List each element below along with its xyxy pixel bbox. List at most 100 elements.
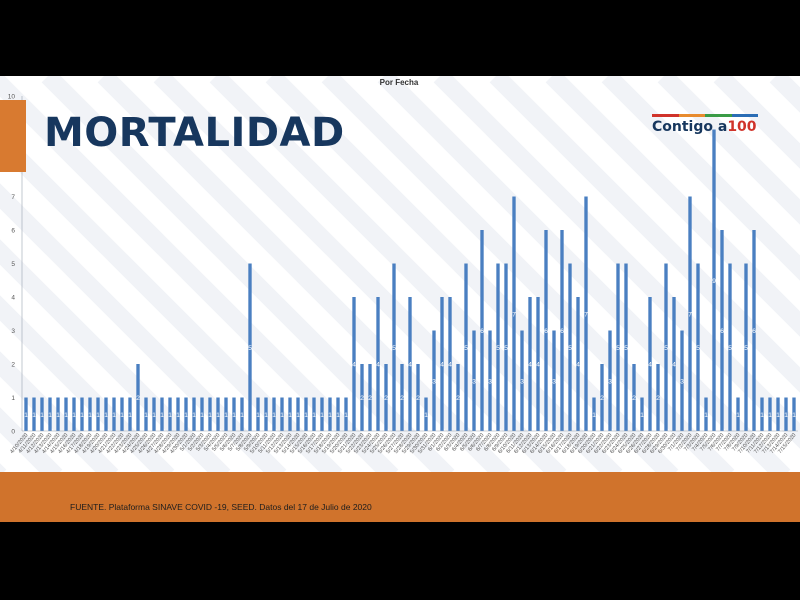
bar [784, 397, 788, 431]
bar [168, 397, 172, 431]
bar [80, 397, 84, 431]
data-label: 1 [256, 412, 260, 419]
bar [696, 263, 700, 431]
bar [64, 397, 68, 431]
bar [152, 397, 156, 431]
data-label: 4 [352, 362, 356, 369]
bar [688, 196, 692, 431]
data-label: 4 [408, 362, 412, 369]
data-label: 7 [512, 311, 516, 318]
bar [216, 397, 220, 431]
bar [648, 297, 652, 431]
bar [120, 397, 124, 431]
data-label: 5 [696, 345, 700, 352]
background-stripe [0, 239, 231, 476]
bar [608, 330, 612, 431]
data-label: 3 [520, 378, 524, 385]
bar [360, 364, 364, 431]
bar [192, 397, 196, 431]
bar [56, 397, 60, 431]
data-label: 5 [664, 345, 668, 352]
background-stripe [209, 76, 623, 476]
data-label: 2 [400, 395, 404, 402]
x-axis: 4/10/20204/11/20204/12/20204/13/20204/14… [9, 430, 798, 455]
bar [456, 364, 460, 431]
bar [672, 297, 676, 431]
bar [280, 397, 284, 431]
bar [528, 297, 532, 431]
background-stripe [265, 76, 679, 476]
bar [520, 330, 524, 431]
bar [136, 364, 140, 431]
data-label: 1 [592, 412, 596, 419]
bar [88, 397, 92, 431]
bar [208, 397, 212, 431]
bar [224, 397, 228, 431]
bar [664, 263, 668, 431]
data-label: 5 [496, 345, 500, 352]
data-label: 1 [24, 412, 28, 419]
data-label: 1 [160, 412, 164, 419]
data-label: 1 [768, 412, 772, 419]
bar [328, 397, 332, 431]
data-label: 1 [176, 412, 180, 419]
bar [160, 397, 164, 431]
chart-title: Por Fecha [380, 78, 419, 87]
data-label: 4 [536, 362, 540, 369]
bar [680, 330, 684, 431]
data-label: 1 [224, 412, 228, 419]
bar [496, 263, 500, 431]
data-label: 1 [32, 412, 36, 419]
background-stripe [433, 76, 800, 449]
bar [400, 364, 404, 431]
bar [312, 397, 316, 431]
bar [760, 397, 764, 431]
bar [440, 297, 444, 431]
bar [336, 397, 340, 431]
bar [96, 397, 100, 431]
bar [376, 297, 380, 431]
data-label: 2 [384, 395, 388, 402]
bar [304, 397, 308, 431]
bar [368, 364, 372, 431]
data-label: 1 [144, 412, 148, 419]
bar [184, 397, 188, 431]
y-tick-label: 5 [11, 261, 15, 268]
data-label: 5 [464, 345, 468, 352]
data-label: 4 [440, 362, 444, 369]
bar [24, 397, 28, 431]
y-tick-label: 2 [11, 362, 15, 369]
bars: 1 1 1 1 1 1 1 1 1 1 1 1 1 121 1 1 1 1 1 1 1 1 1 1 1 151 1 1 1 1 1 1 1 1 1 1… [24, 129, 796, 431]
bar [728, 263, 732, 431]
bar [240, 397, 244, 431]
background-stripe [41, 76, 455, 476]
bar [632, 364, 636, 431]
data-label: 6 [720, 328, 724, 335]
logo: Contigo a100 [652, 114, 758, 140]
data-label: 4 [448, 362, 452, 369]
bar [392, 263, 396, 431]
y-tick-label: 10 [8, 94, 16, 101]
data-label: 1 [192, 412, 196, 419]
data-label: 7 [688, 311, 692, 318]
data-label: 1 [792, 412, 796, 419]
bar [536, 297, 540, 431]
data-label: 1 [320, 412, 324, 419]
y-tick-label: 0 [11, 429, 15, 436]
data-label: 5 [248, 345, 252, 352]
data-label: 1 [760, 412, 764, 419]
bar [320, 397, 324, 431]
bar [424, 397, 428, 431]
data-label: 7 [584, 311, 588, 318]
footer-band: FUENTE. Plataforma SINAVE COVID -19, SEE… [0, 472, 800, 522]
bar [408, 297, 412, 431]
data-label: 6 [544, 328, 548, 335]
bar [704, 397, 708, 431]
bar [568, 263, 572, 431]
bar [48, 397, 52, 431]
data-label: 1 [184, 412, 188, 419]
bar [504, 263, 508, 431]
data-label: 1 [296, 412, 300, 419]
data-label: 2 [360, 395, 364, 402]
bar [40, 397, 44, 431]
